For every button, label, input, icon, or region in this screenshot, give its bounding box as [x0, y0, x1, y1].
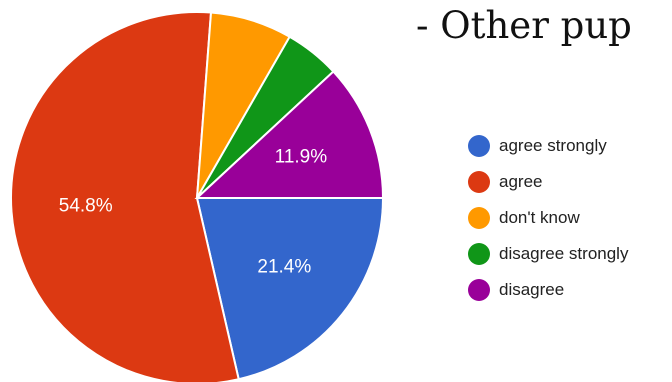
pie-slice-agree [10, 11, 240, 382]
legend-item: agree strongly [468, 134, 628, 158]
pie-chart: 21.4% 54.8% 11.9% [10, 11, 385, 382]
legend-label: disagree [499, 280, 565, 299]
legend: agree strongly agree don't know disagree st… [468, 134, 628, 314]
legend-item: don't know [468, 206, 628, 230]
legend-label: agree [499, 172, 543, 191]
legend-swatch [468, 135, 490, 157]
legend-label: don't know [499, 208, 580, 227]
legend-item: disagree [468, 278, 628, 302]
legend-swatch [468, 171, 490, 193]
pie-slice-disagree [194, 70, 385, 199]
heading-fragment: - Other pup [416, 4, 632, 47]
legend-swatch [468, 207, 490, 229]
pie-data-label: 54.8% [59, 195, 113, 216]
legend-label: agree strongly [499, 136, 607, 155]
legend-item: agree [468, 170, 628, 194]
legend-item: disagree strongly [468, 242, 628, 266]
pie-slice-agree-strongly [195, 197, 385, 381]
pie-data-label: 11.9% [275, 146, 328, 167]
pie-data-label: 21.4% [257, 257, 311, 278]
legend-label: disagree strongly [499, 244, 629, 263]
legend-swatch [468, 243, 490, 265]
legend-swatch [468, 279, 490, 301]
